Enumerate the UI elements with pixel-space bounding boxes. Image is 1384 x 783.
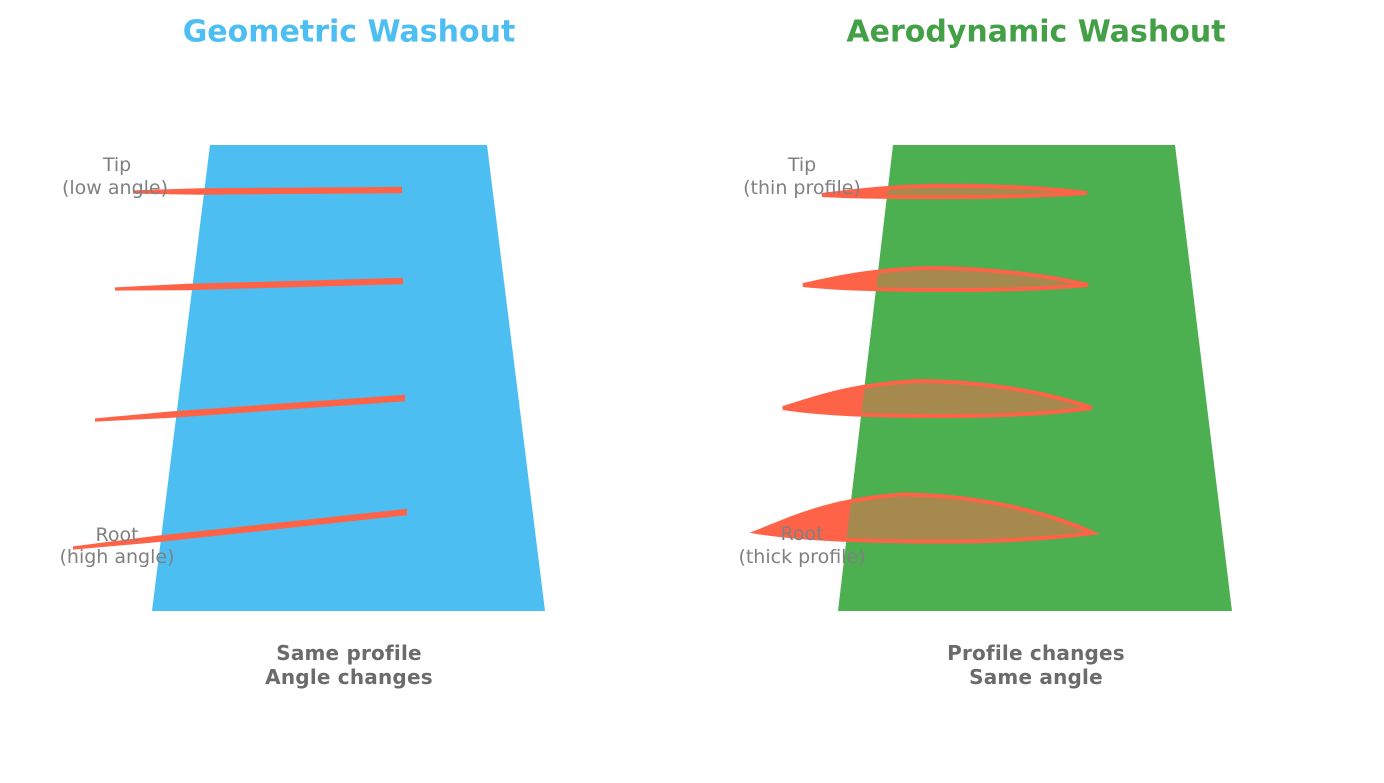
chord-section-1 xyxy=(115,277,403,291)
left-root-label: Root xyxy=(95,524,139,546)
right-caption-line1: Profile changes xyxy=(947,641,1125,665)
left-panel-title: Geometric Washout xyxy=(182,14,516,50)
left-tip-label: Tip xyxy=(102,154,132,176)
airfoil-section-3 xyxy=(749,492,1101,544)
left-wing-planform xyxy=(152,145,545,611)
right-root-sublabel: (thick profile) xyxy=(738,546,866,568)
chord-section-2 xyxy=(95,394,405,422)
airfoil-section-2 xyxy=(782,378,1093,419)
left-tip-sublabel: (low angle) xyxy=(61,177,169,199)
airfoil-section-0 xyxy=(821,183,1088,200)
left-caption-line2: Angle changes xyxy=(265,665,433,689)
left-caption-line1: Same profile xyxy=(276,641,422,665)
right-root-label: Root xyxy=(780,523,824,545)
airfoil-section-1 xyxy=(802,265,1089,293)
chord-section-0 xyxy=(133,186,402,195)
left-root-sublabel: (high angle) xyxy=(59,546,175,568)
chord-section-3 xyxy=(73,508,407,550)
right-caption-line2: Same angle xyxy=(969,665,1103,689)
right-tip-sublabel: (thin profile) xyxy=(743,177,861,199)
right-tip-label: Tip xyxy=(787,154,817,176)
right-panel-title: Aerodynamic Washout xyxy=(846,14,1226,50)
